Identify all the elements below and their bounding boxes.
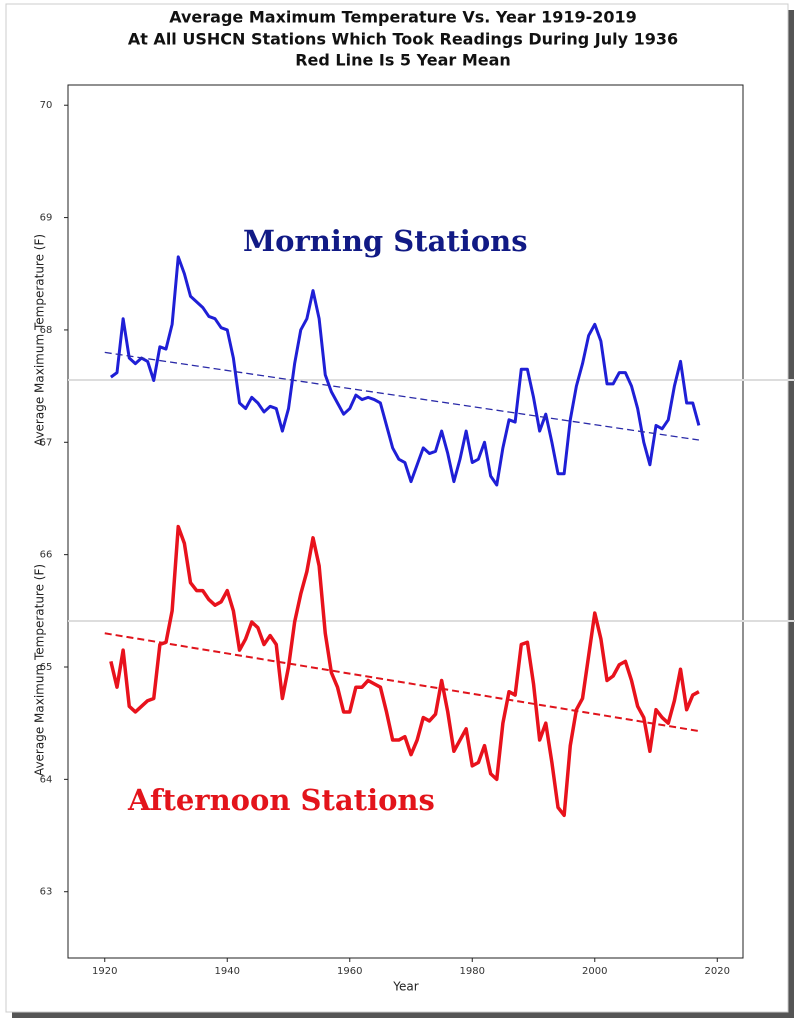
x-tick-label: 1980 xyxy=(460,966,485,977)
chart-title: At All USHCN Stations Which Took Reading… xyxy=(128,30,678,49)
y-tick-label: 67 xyxy=(40,437,53,448)
x-tick-label: 2020 xyxy=(705,966,730,977)
x-axis-label: Year xyxy=(392,980,418,994)
trend-line xyxy=(104,351,699,441)
annotation: Afternoon Stations xyxy=(127,783,435,817)
x-tick-label: 1940 xyxy=(215,966,240,977)
y-axis-label: Average Maximum Temperature (F) xyxy=(33,564,47,776)
data-line xyxy=(109,524,700,818)
y-tick-label: 63 xyxy=(40,887,53,898)
data-line xyxy=(109,255,701,487)
x-tick-label: 1960 xyxy=(337,966,362,977)
plot-frame xyxy=(67,84,744,959)
y-tick-label: 70 xyxy=(40,100,53,111)
y-tick-label: 66 xyxy=(40,550,53,561)
y-tick-label: 65 xyxy=(40,662,53,673)
x-tick-label: 2000 xyxy=(582,966,607,977)
y-tick-label: 68 xyxy=(40,325,53,336)
y-tick-label: 69 xyxy=(40,213,53,224)
trend-line xyxy=(104,632,700,733)
frame xyxy=(5,3,789,1013)
chart-title: Red Line Is 5 Year Mean xyxy=(295,51,511,70)
y-tick-label: 64 xyxy=(40,774,53,785)
chart-title: Average Maximum Temperature Vs. Year 191… xyxy=(169,8,637,27)
annotation: Morning Stations xyxy=(243,224,528,258)
y-axis-label: Average Maximum Temperature (F) xyxy=(33,234,47,446)
x-tick-label: 1920 xyxy=(92,966,117,977)
